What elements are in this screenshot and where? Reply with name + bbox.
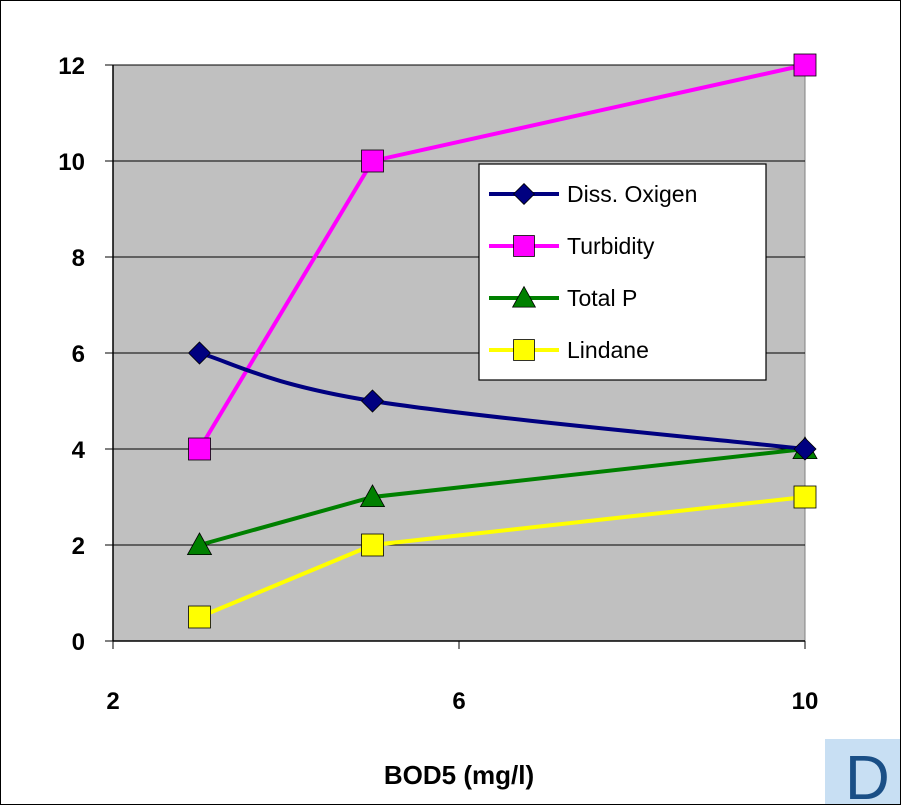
series-diss-oxigen bbox=[187, 341, 817, 461]
x-tick-label: 6 bbox=[452, 688, 465, 715]
square-marker bbox=[361, 149, 384, 173]
square-marker bbox=[793, 485, 817, 509]
corner-badge: D bbox=[825, 739, 900, 804]
legend-entry: Lindane bbox=[489, 337, 649, 363]
legend: Diss. Oxigen Turbidity Total P Lindane bbox=[478, 163, 767, 381]
triangle-marker bbox=[511, 285, 537, 308]
legend-entry: Turbidity bbox=[489, 233, 655, 259]
square-marker bbox=[188, 437, 211, 461]
triangle-marker bbox=[359, 484, 386, 508]
x-axis-title: BOD5 (mg/l) bbox=[384, 760, 534, 790]
diamond-marker bbox=[793, 437, 817, 461]
y-tick-label: 10 bbox=[58, 149, 85, 176]
series-line bbox=[198, 351, 806, 451]
y-tick-label: 8 bbox=[72, 245, 85, 272]
y-tick-label: 6 bbox=[72, 341, 85, 368]
y-tick-label: 4 bbox=[72, 437, 86, 464]
series-turbidity bbox=[188, 53, 817, 461]
legend-label: Diss. Oxigen bbox=[567, 181, 697, 207]
legend-entry: Total P bbox=[489, 285, 637, 311]
x-tick-label: 10 bbox=[792, 688, 819, 715]
series-lindane bbox=[188, 485, 817, 629]
square-marker bbox=[361, 533, 384, 557]
diamond-marker bbox=[360, 389, 385, 413]
plot-area-group: 0 2 4 6 8 10 12 2 6 10 bbox=[58, 53, 818, 715]
y-tick-label: 12 bbox=[58, 53, 85, 80]
diamond-marker bbox=[187, 341, 212, 365]
legend-label: Total P bbox=[567, 285, 637, 311]
square-marker bbox=[513, 339, 535, 361]
legend-label: Lindane bbox=[567, 337, 649, 363]
legend-entry: Diss. Oxigen bbox=[489, 181, 697, 207]
square-marker bbox=[793, 53, 817, 77]
series-group bbox=[186, 53, 818, 629]
y-tick-label: 2 bbox=[72, 533, 85, 560]
y-tick-label: 0 bbox=[72, 629, 85, 656]
x-tick-label: 2 bbox=[106, 688, 119, 715]
legend-label: Turbidity bbox=[567, 233, 655, 259]
diamond-marker bbox=[512, 182, 536, 206]
square-marker bbox=[188, 605, 211, 629]
square-marker bbox=[513, 235, 535, 257]
triangle-marker bbox=[186, 532, 213, 555]
